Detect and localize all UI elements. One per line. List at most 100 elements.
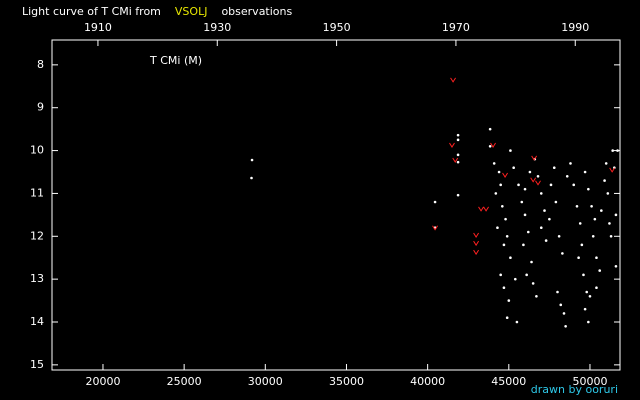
x-tick-label: 50000 bbox=[572, 375, 607, 388]
x-tick-label: 40000 bbox=[410, 375, 445, 388]
observation-point bbox=[593, 217, 597, 221]
observation-point bbox=[502, 243, 506, 247]
observation-point bbox=[556, 290, 559, 294]
chart-title: Light curve of T CMi from VSOLJ observatio… bbox=[22, 5, 293, 18]
observation-point bbox=[608, 222, 611, 225]
fainter-mark bbox=[483, 206, 489, 212]
observation-point bbox=[525, 273, 528, 277]
fainter-mark bbox=[473, 232, 480, 238]
observation-point bbox=[513, 277, 517, 281]
x-tick-label: 25000 bbox=[167, 375, 202, 388]
observation-point bbox=[488, 144, 492, 148]
observation-point bbox=[523, 213, 527, 217]
observation-point bbox=[595, 286, 598, 290]
observation-point bbox=[456, 193, 460, 197]
observation-point bbox=[530, 260, 533, 264]
observation-point bbox=[583, 170, 587, 174]
observation-point bbox=[591, 234, 595, 238]
observation-point bbox=[523, 187, 527, 191]
observation-point bbox=[564, 324, 567, 328]
y-tick-label: 12 bbox=[30, 229, 44, 242]
y-tick-label: 14 bbox=[30, 315, 44, 328]
x-tick-label: 30000 bbox=[248, 375, 283, 388]
observation-point bbox=[456, 153, 460, 157]
observation-point bbox=[595, 256, 598, 260]
observation-point bbox=[616, 149, 619, 152]
observation-point bbox=[578, 222, 582, 225]
observation-point bbox=[549, 183, 553, 187]
observation-point bbox=[250, 158, 254, 162]
fainter-mark bbox=[452, 157, 459, 163]
credit: drawn by ooruri bbox=[531, 383, 618, 396]
x2-tick-label: 1910 bbox=[84, 21, 112, 34]
observation-point bbox=[535, 294, 538, 298]
observation-point bbox=[509, 149, 512, 152]
observation-point bbox=[433, 200, 437, 204]
title-part: observations bbox=[221, 5, 292, 18]
title-part: Light curve of T CMi from bbox=[22, 5, 161, 18]
observation-point bbox=[598, 269, 602, 272]
observation-point bbox=[554, 200, 558, 204]
fainter-mark bbox=[502, 172, 508, 178]
observation-point bbox=[492, 162, 496, 165]
observation-point bbox=[501, 204, 504, 208]
observation-point bbox=[497, 170, 501, 174]
fainter-mark bbox=[609, 167, 616, 173]
observation-point bbox=[520, 200, 524, 204]
observation-point bbox=[565, 174, 569, 178]
observation-point bbox=[562, 312, 566, 315]
observation-point bbox=[577, 256, 580, 260]
y-tick-label: 9 bbox=[37, 101, 44, 114]
observation-point bbox=[561, 252, 564, 255]
x2-tick-label: 1990 bbox=[561, 21, 589, 34]
observation-point bbox=[582, 273, 585, 277]
plot-frame bbox=[51, 39, 621, 371]
observation-point bbox=[585, 290, 589, 294]
observation-point bbox=[526, 230, 530, 234]
observation-point bbox=[496, 226, 499, 230]
observation-point bbox=[590, 204, 593, 208]
observation-point bbox=[587, 320, 590, 324]
y-tick-label: 15 bbox=[30, 358, 44, 371]
x-tick-label: 45000 bbox=[491, 375, 526, 388]
observation-point bbox=[580, 243, 584, 247]
x-tick-label: 20000 bbox=[85, 375, 120, 388]
observation-point bbox=[502, 286, 506, 290]
observation-point bbox=[522, 243, 525, 247]
observation-point bbox=[552, 166, 556, 170]
x-tick-label: 35000 bbox=[329, 375, 364, 388]
fainter-mark bbox=[478, 206, 484, 212]
y-tick-label: 11 bbox=[30, 186, 44, 199]
observation-point bbox=[456, 138, 460, 142]
observation-point bbox=[528, 170, 532, 174]
observation-point bbox=[531, 282, 535, 285]
observation-point bbox=[505, 234, 509, 238]
observation-point bbox=[583, 307, 587, 311]
observation-point bbox=[539, 226, 543, 230]
fainter-mark bbox=[473, 240, 480, 247]
x2-tick-label: 1970 bbox=[442, 21, 470, 34]
observation-point bbox=[512, 166, 515, 170]
y-tick-label: 8 bbox=[37, 58, 44, 71]
x2-tick-label: 1950 bbox=[323, 21, 351, 34]
observation-point bbox=[611, 149, 614, 152]
fainter-mark bbox=[450, 77, 456, 83]
observation-point bbox=[604, 162, 608, 165]
observation-point bbox=[569, 162, 572, 165]
fainter-mark bbox=[531, 155, 538, 161]
observation-point bbox=[572, 183, 576, 187]
observation-point bbox=[456, 160, 460, 164]
observation-point bbox=[548, 217, 551, 221]
y-tick-label: 13 bbox=[30, 272, 44, 285]
observation-point bbox=[609, 234, 613, 238]
observation-point bbox=[614, 213, 618, 217]
fainter-mark bbox=[535, 180, 541, 186]
observation-point bbox=[539, 192, 543, 195]
fainter-mark bbox=[530, 177, 537, 183]
title-part: VSOLJ bbox=[175, 5, 208, 18]
fainter-mark bbox=[432, 225, 438, 231]
observation-point bbox=[614, 264, 618, 268]
observation-point bbox=[606, 192, 610, 195]
